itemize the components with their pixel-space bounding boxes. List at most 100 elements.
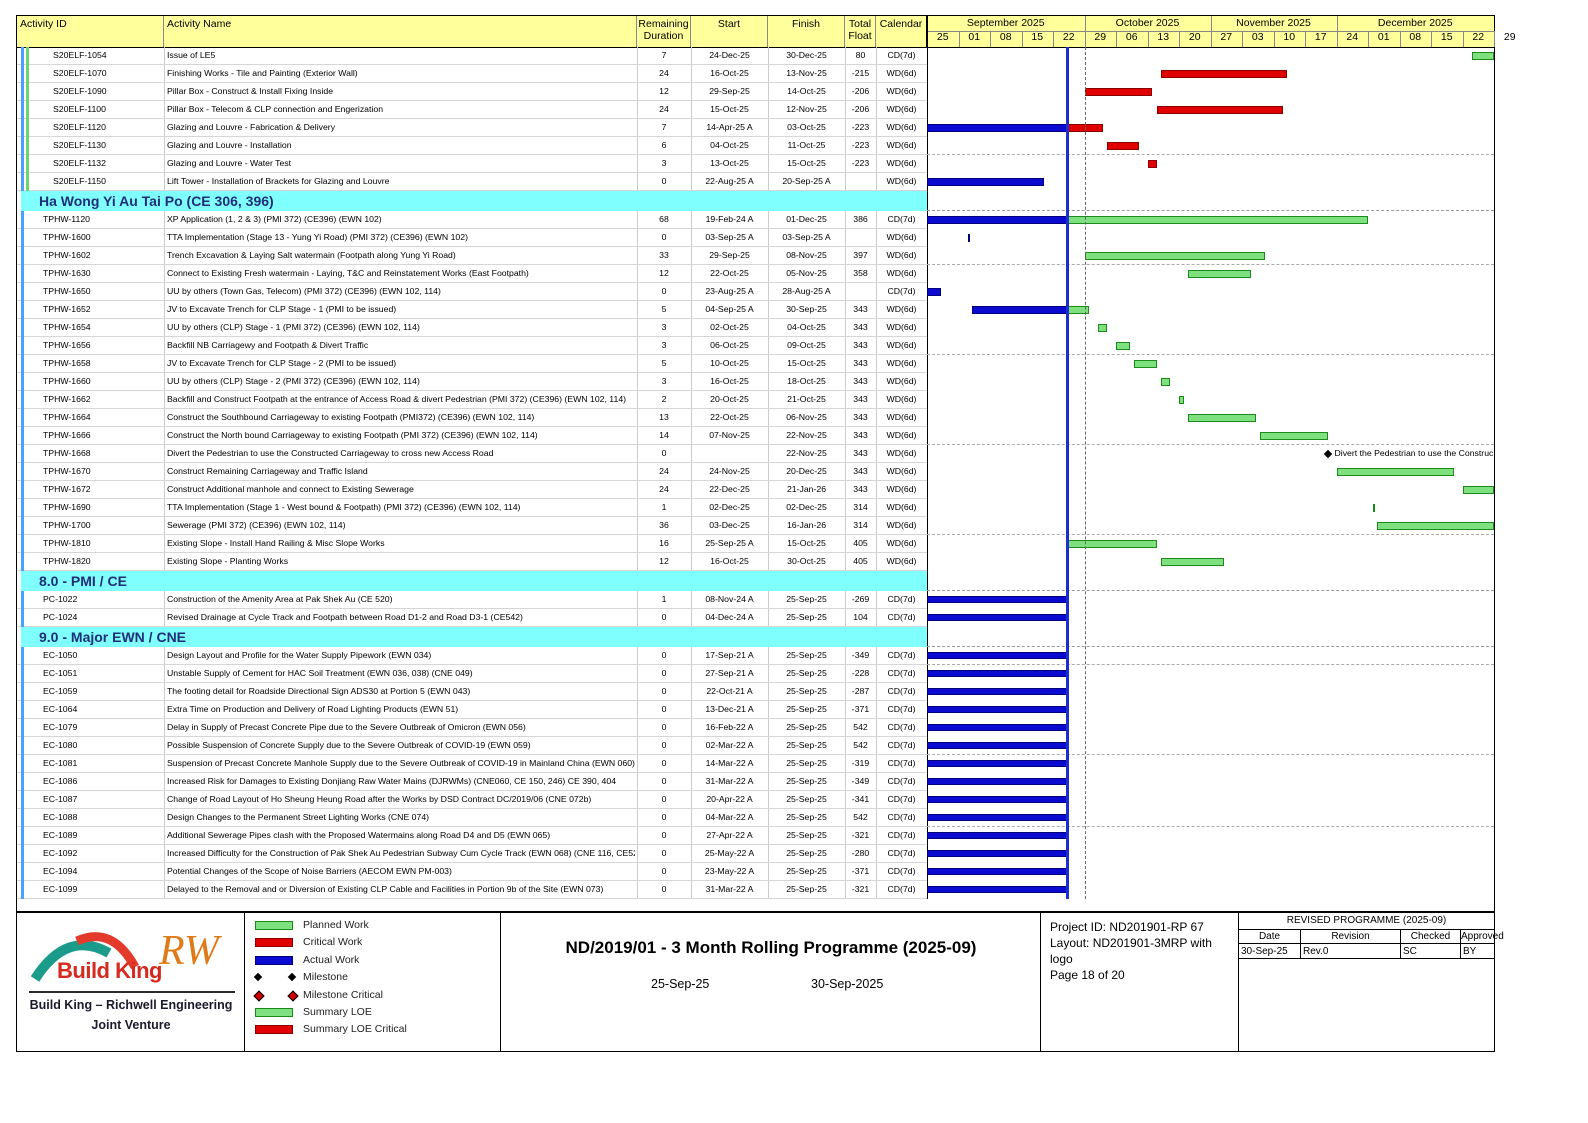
table-row[interactable]: TPHW-1662 Backfill and Construct Footpath… (17, 391, 927, 409)
planned-bar[interactable] (1116, 342, 1130, 350)
table-row[interactable]: TPHW-1690 TTA Implementation (Stage 1 - W… (17, 499, 927, 517)
table-row[interactable]: TPHW-1700 Sewerage (PMI 372) (CE396) (EWN… (17, 517, 927, 535)
col-total-float[interactable]: Total Float (845, 16, 876, 47)
col-activity-id[interactable]: Activity ID (17, 16, 164, 47)
table-row[interactable]: EC-1099 Delayed to the Removal and or Div… (17, 881, 927, 899)
planned-bar[interactable] (1066, 540, 1157, 548)
planned-bar[interactable] (1188, 414, 1256, 422)
critical-bar[interactable] (1107, 142, 1139, 150)
planned-bar[interactable] (1372, 504, 1375, 512)
actual-bar[interactable] (927, 778, 1067, 785)
actual-bar[interactable] (927, 814, 1067, 821)
table-row[interactable]: TPHW-1654 UU by others (CLP) Stage - 1 (P… (17, 319, 927, 337)
table-row[interactable]: S20ELF-1054 Issue of LE5 7 24-Dec-25 30-Dec-… (17, 47, 927, 65)
critical-bar[interactable] (1084, 88, 1152, 96)
actual-bar[interactable] (927, 706, 1067, 713)
table-row[interactable]: S20ELF-1100 Pillar Box - Telecom & CLP co… (17, 101, 927, 119)
table-row[interactable]: EC-1094 Potential Changes of the Scope of… (17, 863, 927, 881)
planned-bar[interactable] (1066, 216, 1368, 224)
table-row[interactable]: EC-1088 Design Changes to the Permanent S… (17, 809, 927, 827)
planned-bar[interactable] (1066, 306, 1089, 314)
table-row[interactable]: TPHW-1656 Backfill NB Carriagewy and Foot… (17, 337, 927, 355)
actual-bar[interactable] (927, 614, 1067, 621)
actual-bar[interactable] (927, 178, 1044, 186)
planned-bar[interactable] (1161, 558, 1224, 566)
planned-bar[interactable] (1179, 396, 1184, 404)
planned-bar[interactable] (1260, 432, 1328, 440)
table-row[interactable]: EC-1064 Extra Time on Production and Deli… (17, 701, 927, 719)
table-row[interactable]: TPHW-1658 JV to Excavate Trench for CLP S… (17, 355, 927, 373)
actual-bar[interactable] (927, 216, 1067, 224)
table-row[interactable]: S20ELF-1090 Pillar Box - Construct & Inst… (17, 83, 927, 101)
table-row[interactable]: TPHW-1820 Existing Slope - Planting Works… (17, 553, 927, 571)
col-calendar[interactable]: Calendar (876, 16, 927, 47)
table-row[interactable]: TPHW-1660 UU by others (CLP) Stage - 2 (P… (17, 373, 927, 391)
actual-bar[interactable] (927, 288, 941, 296)
col-remaining[interactable]: Remaining Duration (637, 16, 691, 47)
actual-bar[interactable] (972, 306, 1067, 314)
table-row[interactable]: TPHW-1672 Construct Additional manhole an… (17, 481, 927, 499)
planned-bar[interactable] (1098, 324, 1107, 332)
remaining-duration-cell: 12 (659, 556, 669, 566)
table-row[interactable]: TPHW-1120 XP Application (1, 2 & 3) (PMI … (17, 211, 927, 229)
actual-bar[interactable] (927, 596, 1067, 603)
table-row[interactable]: EC-1080 Possible Suspension of Concrete S… (17, 737, 927, 755)
actual-bar[interactable] (927, 796, 1067, 803)
table-row[interactable]: EC-1081 Suspension of Precast Concrete Ma… (17, 755, 927, 773)
table-row[interactable]: PC-1024 Revised Drainage at Cycle Track a… (17, 609, 927, 627)
planned-bar[interactable] (1188, 270, 1251, 278)
col-activity-name[interactable]: Activity Name (164, 16, 637, 47)
revision-title: REVISED PROGRAMME (2025-09) (1239, 913, 1494, 930)
planned-bar[interactable] (1377, 522, 1494, 530)
col-start[interactable]: Start (691, 16, 768, 47)
table-row[interactable]: S20ELF-1132 Glazing and Louvre - Water Te… (17, 155, 927, 173)
table-row[interactable]: TPHW-1664 Construct the Southbound Carria… (17, 409, 927, 427)
table-row[interactable]: EC-1059 The footing detail for Roadside D… (17, 683, 927, 701)
actual-bar[interactable] (927, 886, 1067, 893)
planned-bar[interactable] (1161, 378, 1170, 386)
planned-bar[interactable] (1084, 252, 1265, 260)
planned-bar[interactable] (1336, 468, 1454, 476)
table-row[interactable]: TPHW-1668 Divert the Pedestrian to use th… (17, 445, 927, 463)
table-row[interactable]: EC-1050 Design Layout and Profile for the… (17, 647, 927, 665)
table-row[interactable]: S20ELF-1130 Glazing and Louvre - Installa… (17, 137, 927, 155)
critical-bar[interactable] (1156, 106, 1283, 114)
actual-bar[interactable] (927, 760, 1067, 767)
planned-bar[interactable] (1471, 52, 1494, 60)
actual-bar[interactable] (927, 670, 1067, 677)
table-row[interactable]: TPHW-1600 TTA Implementation (Stage 13 - … (17, 229, 927, 247)
actual-bar[interactable] (927, 832, 1067, 839)
planned-bar[interactable] (1462, 486, 1494, 494)
actual-bar[interactable] (927, 868, 1067, 875)
table-row[interactable]: EC-1092 Increased Difficulty for the Cons… (17, 845, 927, 863)
table-row[interactable]: TPHW-1810 Existing Slope - Install Hand R… (17, 535, 927, 553)
milestone-marker[interactable] (1323, 449, 1332, 459)
table-row[interactable]: EC-1086 Increased Risk for Damages to Exi… (17, 773, 927, 791)
table-row[interactable]: PC-1022 Construction of the Amenity Area … (17, 591, 927, 609)
table-row[interactable]: TPHW-1602 Trench Excavation & Laying Salt… (17, 247, 927, 265)
table-row[interactable]: TPHW-1652 JV to Excavate Trench for CLP S… (17, 301, 927, 319)
table-row[interactable]: EC-1079 Delay in Supply of Precast Concre… (17, 719, 927, 737)
critical-bar[interactable] (1147, 160, 1157, 168)
table-row[interactable]: EC-1051 Unstable Supply of Cement for HAC… (17, 665, 927, 683)
actual-bar[interactable] (927, 124, 1067, 132)
table-row[interactable]: TPHW-1666 Construct the North bound Carri… (17, 427, 927, 445)
actual-bar[interactable] (927, 688, 1067, 695)
actual-bar[interactable] (927, 742, 1067, 749)
table-row[interactable]: EC-1089 Additional Sewerage Pipes clash w… (17, 827, 927, 845)
table-row[interactable]: TPHW-1670 Construct Remaining Carriageway… (17, 463, 927, 481)
table-row[interactable]: S20ELF-1070 Finishing Works - Tile and Pa… (17, 65, 927, 83)
table-row[interactable]: TPHW-1650 UU by others (Town Gas, Telecom… (17, 283, 927, 301)
actual-bar[interactable] (927, 850, 1067, 857)
col-finish[interactable]: Finish (768, 16, 845, 47)
actual-bar[interactable] (967, 234, 970, 242)
table-row[interactable]: S20ELF-1120 Glazing and Louvre - Fabricat… (17, 119, 927, 137)
table-row[interactable]: EC-1087 Change of Road Layout of Ho Sheun… (17, 791, 927, 809)
critical-bar[interactable] (1161, 70, 1287, 78)
actual-bar[interactable] (927, 724, 1067, 731)
activity-name-cell: Construct the Southbound Carriageway to … (167, 412, 535, 422)
actual-bar[interactable] (927, 652, 1067, 659)
table-row[interactable]: S20ELF-1150 Lift Tower - Installation of … (17, 173, 927, 191)
planned-bar[interactable] (1134, 360, 1157, 368)
table-row[interactable]: TPHW-1630 Connect to Existing Fresh water… (17, 265, 927, 283)
